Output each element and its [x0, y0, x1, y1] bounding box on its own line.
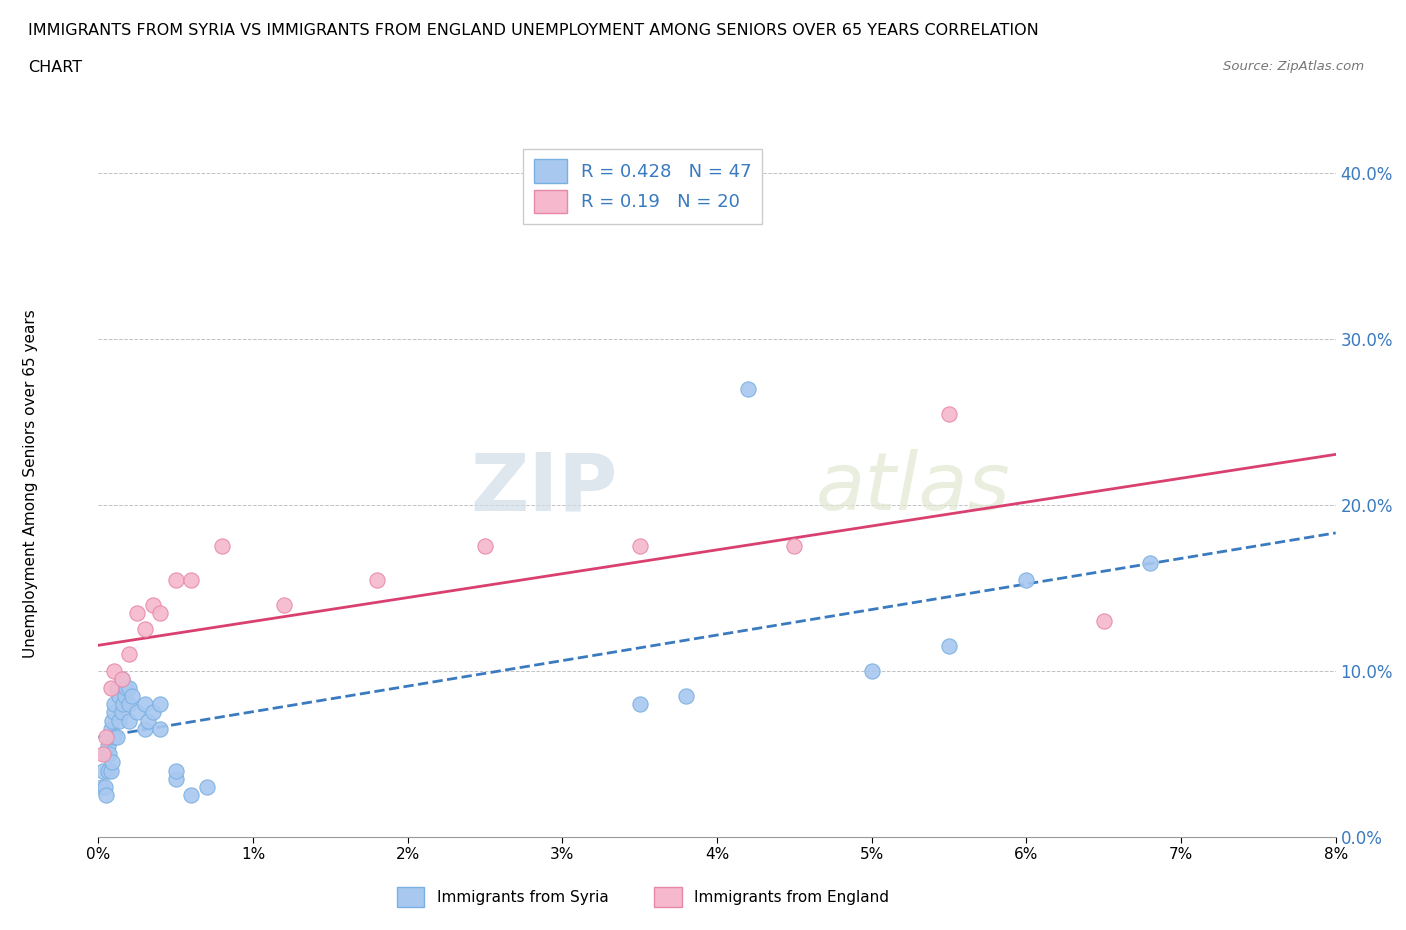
- Point: [195, 779, 218, 794]
- Point: [103, 663, 125, 678]
- Point: [366, 572, 388, 587]
- Point: [149, 697, 172, 711]
- Point: [127, 605, 149, 620]
- Point: [628, 539, 651, 554]
- Point: [115, 680, 138, 695]
- Point: [149, 722, 172, 737]
- Point: [860, 663, 883, 678]
- Text: ZIP: ZIP: [471, 449, 619, 527]
- Point: [93, 779, 115, 794]
- Point: [1015, 572, 1038, 587]
- Point: [96, 747, 118, 762]
- Point: [114, 688, 136, 703]
- Point: [103, 705, 125, 720]
- Point: [134, 722, 156, 737]
- Point: [90, 779, 112, 794]
- Point: [97, 764, 120, 778]
- Point: [118, 713, 141, 728]
- Point: [107, 688, 129, 703]
- Point: [141, 705, 165, 720]
- Point: [98, 747, 121, 762]
- Point: [100, 680, 122, 695]
- Point: [180, 572, 202, 587]
- Point: [107, 713, 129, 728]
- Point: [101, 713, 124, 728]
- Point: [97, 738, 120, 753]
- Point: [127, 705, 149, 720]
- Point: [783, 539, 806, 554]
- Text: Source: ZipAtlas.com: Source: ZipAtlas.com: [1223, 60, 1364, 73]
- Text: IMMIGRANTS FROM SYRIA VS IMMIGRANTS FROM ENGLAND UNEMPLOYMENT AMONG SENIORS OVER: IMMIGRANTS FROM SYRIA VS IMMIGRANTS FROM…: [28, 23, 1039, 38]
- Point: [938, 406, 960, 421]
- Point: [938, 639, 960, 654]
- Point: [121, 688, 143, 703]
- Point: [100, 722, 122, 737]
- Point: [101, 755, 124, 770]
- Point: [165, 764, 187, 778]
- Point: [100, 764, 122, 778]
- Legend: Immigrants from Syria, Immigrants from England: Immigrants from Syria, Immigrants from E…: [391, 882, 896, 913]
- Point: [180, 788, 202, 803]
- Point: [136, 713, 159, 728]
- Point: [112, 697, 135, 711]
- Point: [111, 705, 132, 720]
- Point: [96, 788, 118, 803]
- Point: [91, 764, 114, 778]
- Point: [273, 597, 295, 612]
- Point: [165, 772, 187, 787]
- Point: [98, 730, 121, 745]
- Point: [675, 688, 697, 703]
- Point: [111, 671, 132, 686]
- Point: [737, 381, 759, 396]
- Point: [105, 730, 128, 745]
- Point: [1139, 555, 1161, 570]
- Point: [211, 539, 233, 554]
- Point: [118, 680, 141, 695]
- Point: [1092, 614, 1115, 629]
- Point: [103, 697, 125, 711]
- Text: atlas: atlas: [815, 449, 1011, 527]
- Point: [103, 730, 125, 745]
- Text: Unemployment Among Seniors over 65 years: Unemployment Among Seniors over 65 years: [24, 309, 38, 658]
- Point: [105, 680, 128, 695]
- Point: [474, 539, 496, 554]
- Point: [141, 597, 165, 612]
- Point: [91, 747, 114, 762]
- Point: [96, 730, 118, 745]
- Point: [111, 671, 132, 686]
- Point: [628, 697, 651, 711]
- Point: [134, 697, 156, 711]
- Point: [134, 622, 156, 637]
- Point: [149, 605, 172, 620]
- Point: [118, 647, 141, 662]
- Point: [118, 697, 141, 711]
- Text: CHART: CHART: [28, 60, 82, 75]
- Point: [165, 572, 187, 587]
